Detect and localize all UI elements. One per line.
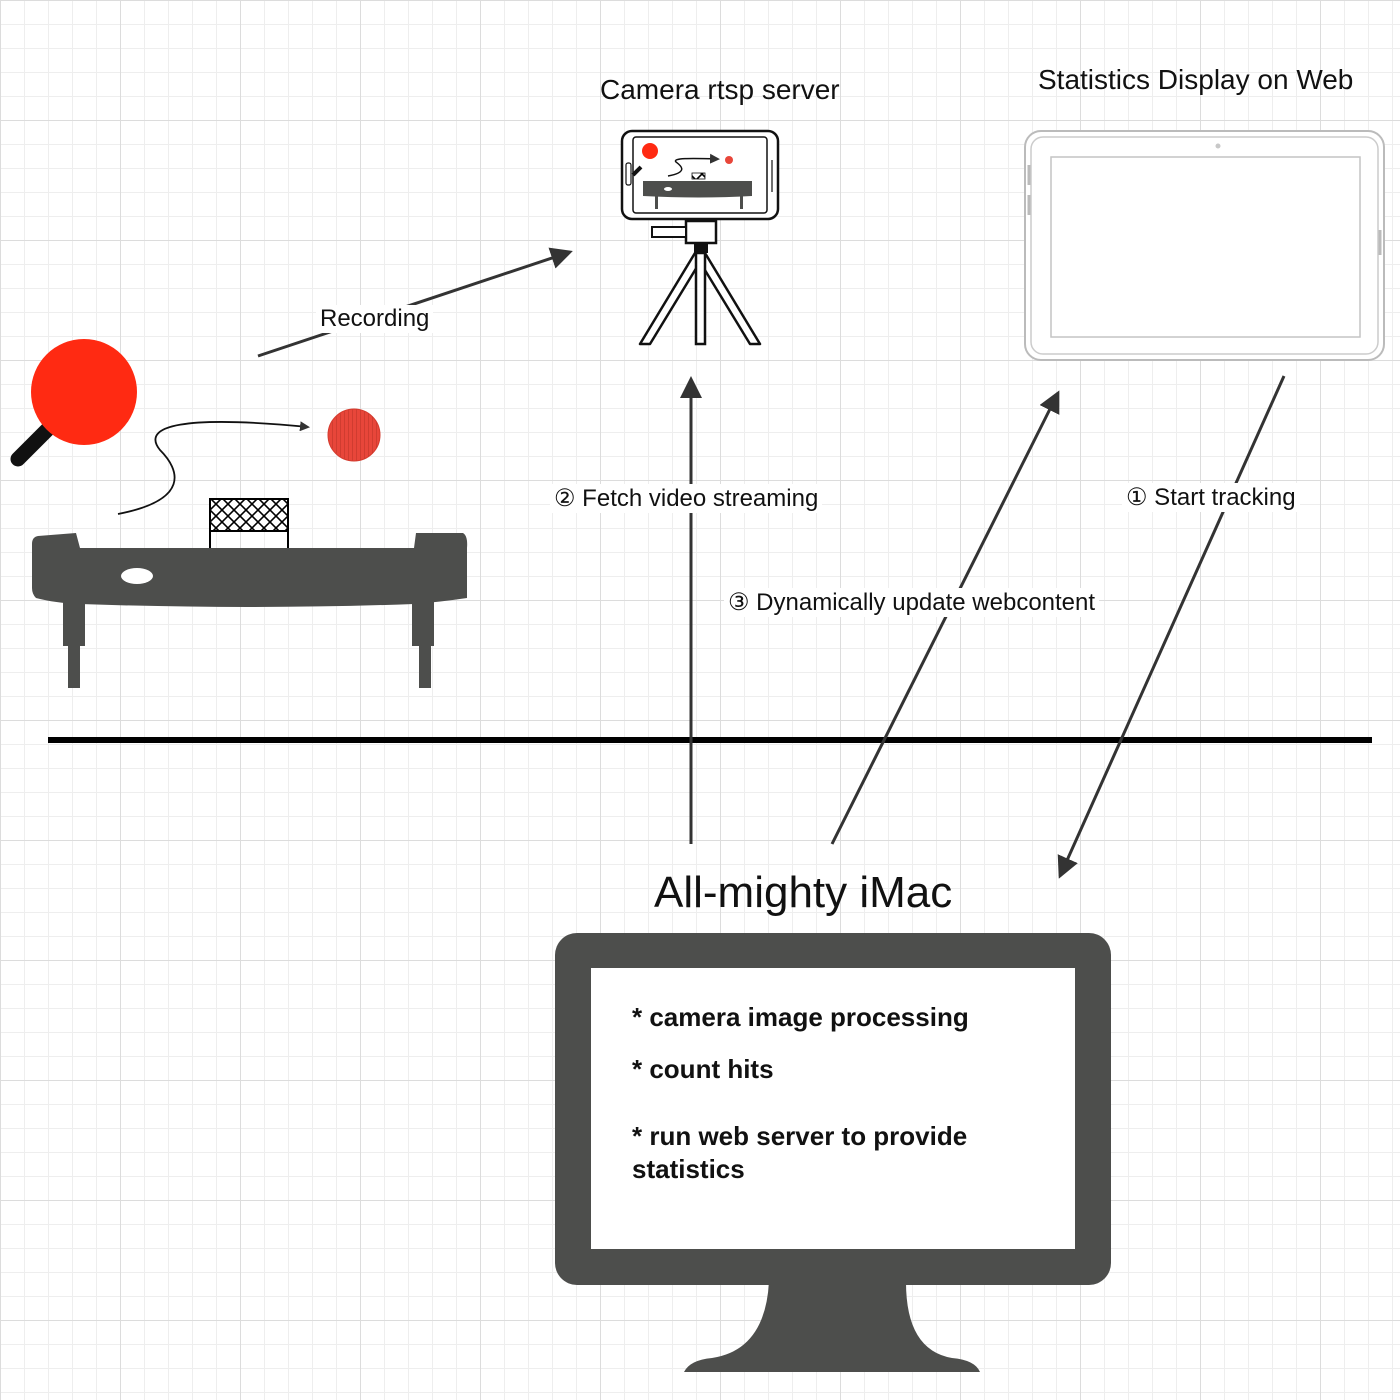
imac-task-image-processing: * camera image processing bbox=[632, 1002, 969, 1032]
display-title: Statistics Display on Web bbox=[1038, 64, 1354, 95]
camera-tripod-icon bbox=[620, 129, 780, 346]
imac-task-count-hits: * count hits bbox=[632, 1054, 774, 1084]
start-tracking-label: ① Start tracking bbox=[1122, 483, 1300, 512]
ball-icon bbox=[327, 408, 381, 462]
imac-icon bbox=[555, 933, 1111, 1372]
fetch-video-label: ② Fetch video streaming bbox=[550, 484, 823, 513]
tablet-icon bbox=[1024, 130, 1385, 361]
camera-title: Camera rtsp server bbox=[600, 74, 840, 105]
recording-arrow bbox=[257, 247, 573, 358]
start-tracking-arrow bbox=[1057, 375, 1286, 879]
update-webcontent-arrow bbox=[830, 390, 1060, 845]
paddle-icon bbox=[10, 339, 137, 467]
table-net bbox=[209, 498, 289, 548]
ping-pong-table bbox=[32, 533, 468, 688]
update-webcontent-label: ③ Dynamically update webcontent bbox=[724, 588, 1100, 617]
imac-task-web-server: * run web server to provide statistics bbox=[632, 1121, 968, 1184]
recording-label: Recording bbox=[316, 305, 434, 333]
ball-trajectory bbox=[117, 421, 310, 515]
imac-title: All-mighty iMac bbox=[654, 868, 953, 917]
ping-pong-scene bbox=[10, 339, 468, 688]
